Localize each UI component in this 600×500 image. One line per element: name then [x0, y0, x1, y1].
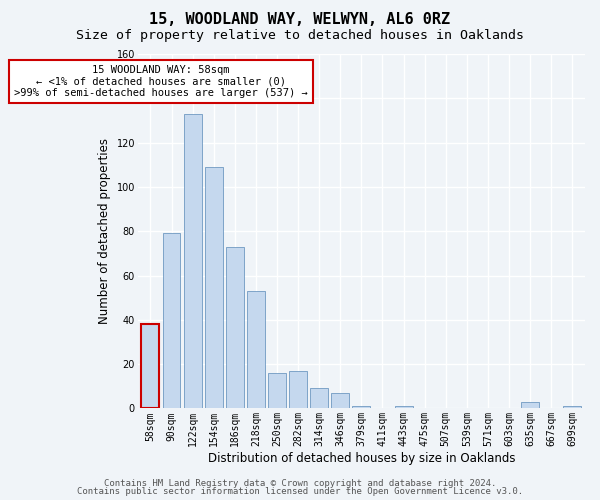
- Text: Contains HM Land Registry data © Crown copyright and database right 2024.: Contains HM Land Registry data © Crown c…: [104, 478, 496, 488]
- X-axis label: Distribution of detached houses by size in Oaklands: Distribution of detached houses by size …: [208, 452, 515, 465]
- Bar: [289, 371, 307, 408]
- Text: 15, WOODLAND WAY, WELWYN, AL6 0RZ: 15, WOODLAND WAY, WELWYN, AL6 0RZ: [149, 12, 451, 28]
- Bar: [331, 393, 349, 408]
- Text: Contains public sector information licensed under the Open Government Licence v3: Contains public sector information licen…: [77, 487, 523, 496]
- Bar: [310, 388, 328, 408]
- Bar: [395, 406, 413, 408]
- Bar: [184, 114, 202, 408]
- Bar: [226, 246, 244, 408]
- Bar: [247, 291, 265, 408]
- Bar: [563, 406, 581, 408]
- Y-axis label: Number of detached properties: Number of detached properties: [98, 138, 111, 324]
- Bar: [521, 402, 539, 408]
- Bar: [352, 406, 370, 408]
- Bar: [268, 373, 286, 408]
- Bar: [142, 324, 160, 408]
- Bar: [205, 167, 223, 408]
- Bar: [163, 234, 181, 408]
- Text: Size of property relative to detached houses in Oaklands: Size of property relative to detached ho…: [76, 29, 524, 42]
- Text: 15 WOODLAND WAY: 58sqm
← <1% of detached houses are smaller (0)
>99% of semi-det: 15 WOODLAND WAY: 58sqm ← <1% of detached…: [14, 65, 308, 98]
